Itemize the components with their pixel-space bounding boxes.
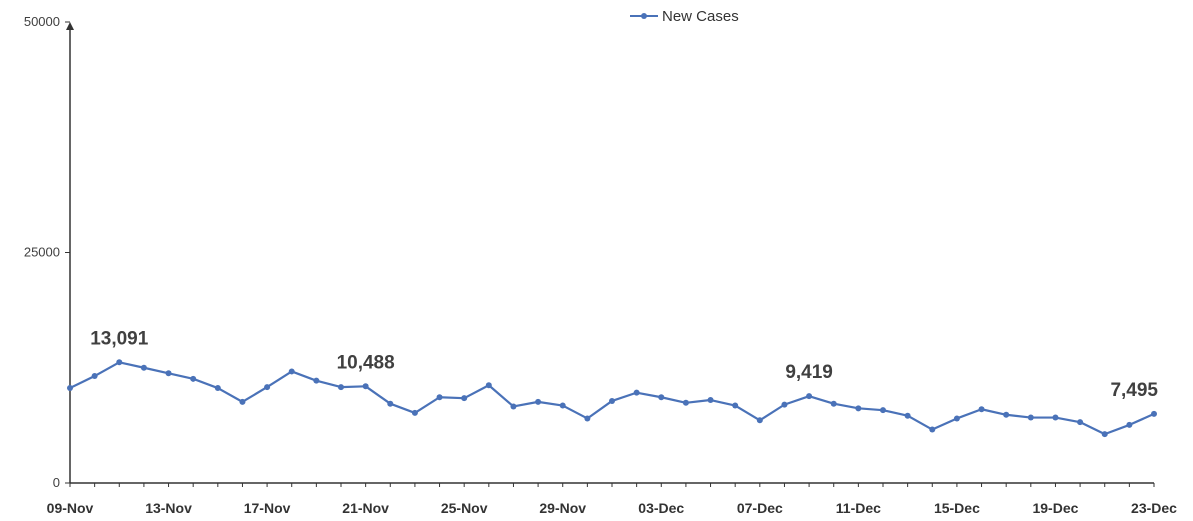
data-point (584, 415, 591, 422)
data-point (830, 400, 837, 407)
data-point (1077, 419, 1084, 426)
data-labels: 13,091 10,488 9,419 7,495 (90, 328, 1158, 401)
x-tick-label: 17-Nov (244, 500, 291, 516)
data-point (387, 400, 394, 407)
data-point (140, 364, 147, 371)
data-point (461, 395, 468, 402)
data-point (510, 403, 517, 410)
x-tick-label: 25-Nov (441, 500, 488, 516)
data-point (288, 368, 295, 375)
data-point (116, 359, 123, 366)
data-point (264, 384, 271, 391)
data-point (880, 407, 886, 414)
data-point (1101, 431, 1108, 438)
data-point (91, 373, 98, 380)
data-point (362, 383, 369, 390)
data-point (535, 398, 542, 405)
data-point (707, 397, 714, 404)
x-tick-label: 19-Dec (1032, 500, 1078, 516)
x-tick-label: 21-Nov (342, 500, 389, 516)
data-point (806, 393, 813, 400)
x-tick-label: 29-Nov (539, 500, 586, 516)
data-point (313, 377, 320, 384)
data-point (953, 415, 960, 422)
data-point (165, 370, 172, 377)
series-layer (67, 359, 1157, 438)
data-point (855, 405, 862, 412)
x-tick-label: 03-Dec (638, 500, 684, 516)
y-axis-ticks: 0 25000 50000 (24, 14, 70, 490)
data-point (658, 394, 665, 401)
data-point (338, 384, 344, 391)
x-tick-label: 13-Nov (145, 500, 192, 516)
axes (66, 22, 1154, 484)
data-point (929, 426, 936, 433)
legend: New Cases (630, 8, 739, 25)
data-point (1052, 414, 1059, 421)
x-tick-label: 15-Dec (934, 500, 980, 516)
data-point (682, 399, 689, 406)
x-tick-label: 09-Nov (47, 500, 94, 516)
data-point (485, 382, 492, 389)
data-point (1126, 421, 1133, 428)
y-axis-arrow (66, 22, 74, 30)
data-point (67, 385, 73, 392)
data-point (781, 401, 788, 408)
data-point (436, 394, 443, 401)
data-point (732, 402, 739, 409)
data-label: 9,419 (785, 362, 833, 383)
legend-marker (641, 13, 647, 19)
data-point (214, 385, 221, 392)
data-point (633, 389, 640, 396)
y-tick-label: 50000 (24, 14, 60, 29)
y-tick-label: 25000 (24, 245, 60, 260)
x-tick-label: 11-Dec (836, 500, 881, 516)
data-label: 13,091 (90, 328, 149, 349)
data-point (1003, 411, 1010, 418)
x-tick-label: 07-Dec (737, 500, 783, 516)
data-point (559, 402, 566, 409)
y-tick-label: 0 (53, 475, 60, 490)
data-point (1151, 410, 1157, 417)
data-point (239, 398, 246, 405)
data-label: 10,488 (337, 352, 395, 373)
data-point (411, 409, 418, 416)
data-point (756, 417, 763, 424)
data-point (904, 412, 911, 419)
x-tick-label: 23-Dec (1131, 500, 1177, 516)
x-axis-ticks: 09-Nov 13-Nov 17-Nov 21-Nov 25-Nov 29-Nov 03-D… (47, 483, 1177, 516)
data-label: 7,495 (1110, 380, 1158, 401)
data-point (609, 397, 615, 404)
data-point (978, 406, 985, 413)
data-point (190, 375, 197, 382)
data-point (1027, 414, 1034, 421)
legend-label: New Cases (662, 8, 739, 25)
